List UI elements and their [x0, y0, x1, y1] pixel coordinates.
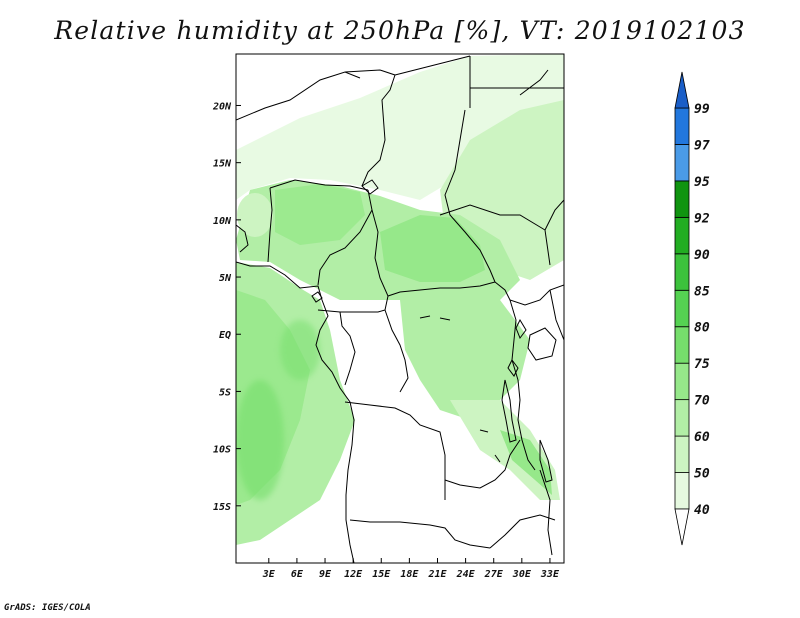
humidity-region-nw-band	[236, 54, 564, 200]
border-cameroon-car	[371, 209, 389, 311]
lat-tick-label: 10N	[213, 216, 232, 227]
lon-tick-label: 33E	[540, 569, 560, 580]
river-marks-1	[419, 315, 431, 319]
lon-tick-label: 15E	[372, 569, 391, 580]
border-niger-algeria	[344, 69, 396, 187]
border-libya-chad	[394, 55, 471, 76]
colorbar-box	[674, 253, 690, 291]
colorbar-level-label: 97	[694, 138, 710, 153]
island-bioko	[311, 291, 323, 303]
lon-tick-label: 18E	[400, 569, 419, 580]
colorbar-box	[674, 435, 690, 473]
river-marks-4	[494, 454, 501, 463]
humidity-patch-central	[280, 320, 320, 380]
lon-tick-label: 30E	[512, 569, 532, 580]
humidity-field	[236, 54, 564, 545]
colorbar-box	[674, 180, 690, 218]
border-congo-drc	[384, 309, 409, 393]
lake-albert	[515, 318, 527, 340]
humidity-patch-west-coast	[237, 193, 273, 237]
lat-tick-label: EQ	[219, 330, 231, 341]
longitude-axis: 3E 6E 9E 12E 15E 18E 21E 24E 27E 30E 33E	[262, 558, 560, 580]
country-borders	[236, 55, 564, 563]
coastline-west-africa	[236, 261, 355, 563]
colorbar-level-label: 75	[694, 357, 710, 372]
colorbar-box	[674, 289, 690, 328]
humidity-region-congo-east	[400, 290, 530, 420]
colorbar-box	[674, 144, 690, 182]
lon-tick-label: 6E	[291, 569, 304, 580]
colorbar-level-label: 70	[694, 394, 710, 409]
border-angola-namibia	[349, 519, 491, 549]
lat-tick-label: 5S	[219, 387, 231, 398]
humidity-region-nigeria-core	[275, 184, 365, 245]
lat-tick-label: 15S	[213, 502, 231, 513]
lat-tick-label: 10S	[213, 445, 231, 456]
lon-tick-label: 12E	[344, 569, 363, 580]
lake-victoria	[527, 327, 557, 361]
humidity-region-car-core	[380, 215, 485, 282]
lon-tick-label: 9E	[319, 569, 332, 580]
humidity-patch-south	[236, 380, 284, 500]
river-marks-3	[479, 429, 489, 433]
colorbar: 40 50 60 70 75 80 85 90 92 95 97 99	[674, 71, 710, 546]
border-drc-angola	[344, 401, 446, 500]
border-mozambique	[539, 469, 553, 556]
lake-chad	[361, 179, 379, 195]
lon-tick-label: 21E	[427, 569, 447, 580]
border-sudan-south-sudan	[439, 204, 551, 266]
border-kenya	[549, 289, 564, 341]
river-marks-2	[439, 317, 451, 321]
lon-tick-label: 3E	[262, 569, 276, 580]
colorbar-box	[674, 107, 690, 145]
colorbar-level-label: 80	[694, 321, 710, 336]
colorbar-level-label: 40	[694, 503, 710, 518]
colorbar-level-label: 99	[694, 102, 710, 117]
colorbar-box	[674, 399, 690, 437]
credit-text: GrADS: IGES/COLA	[4, 603, 91, 613]
border-mali-niger	[236, 71, 361, 121]
colorbar-level-label: 95	[694, 175, 710, 190]
coastline-west-bulge	[236, 224, 249, 253]
colorbar-lower-triangle	[674, 508, 690, 546]
border-nigeria-benin	[267, 187, 273, 263]
colorbar-level-label: 90	[694, 248, 710, 263]
border-cameroon-gabon	[317, 309, 386, 313]
lat-tick-label: 20N	[212, 101, 232, 112]
lon-tick-label: 24E	[456, 569, 476, 580]
colorbar-box	[674, 362, 690, 401]
map-frame	[235, 53, 565, 564]
map-title: Relative humidity at 250hPa [%], VT: 201…	[54, 16, 746, 45]
humidity-region-lakes-core	[500, 430, 552, 495]
border-drc-uganda	[509, 299, 519, 381]
border-zambia-zimbabwe	[489, 514, 556, 549]
border-angola-zambia	[444, 439, 521, 489]
lon-tick-label: 27E	[484, 569, 504, 580]
colorbar-upper-triangle	[674, 71, 690, 109]
colorbar-level-label: 60	[694, 430, 710, 445]
colorbar-box	[674, 326, 690, 364]
colorbar-level-label: 85	[694, 284, 710, 299]
lat-tick-label: 15N	[213, 159, 232, 170]
latitude-axis: 20N 15N 10N 5N EQ 5S 10S 15S	[212, 101, 241, 513]
lat-tick-label: 5N	[219, 273, 232, 284]
border-car-drc	[387, 281, 496, 297]
coast-red-sea	[519, 69, 549, 96]
lake-tanganyika	[501, 379, 517, 443]
border-niger-nigeria	[269, 179, 369, 191]
border-gabon-congo	[339, 311, 356, 386]
lake-kivu	[507, 359, 519, 377]
colorbar-box	[674, 472, 690, 510]
lake-malawi	[539, 439, 553, 483]
border-drc-tanzania	[517, 379, 536, 471]
border-chad-sudan	[444, 109, 496, 283]
colorbar-level-label: 92	[694, 211, 710, 226]
colorbar-box	[674, 216, 690, 255]
border-ethiopia	[544, 199, 564, 231]
colorbar-level-label: 50	[694, 467, 710, 482]
